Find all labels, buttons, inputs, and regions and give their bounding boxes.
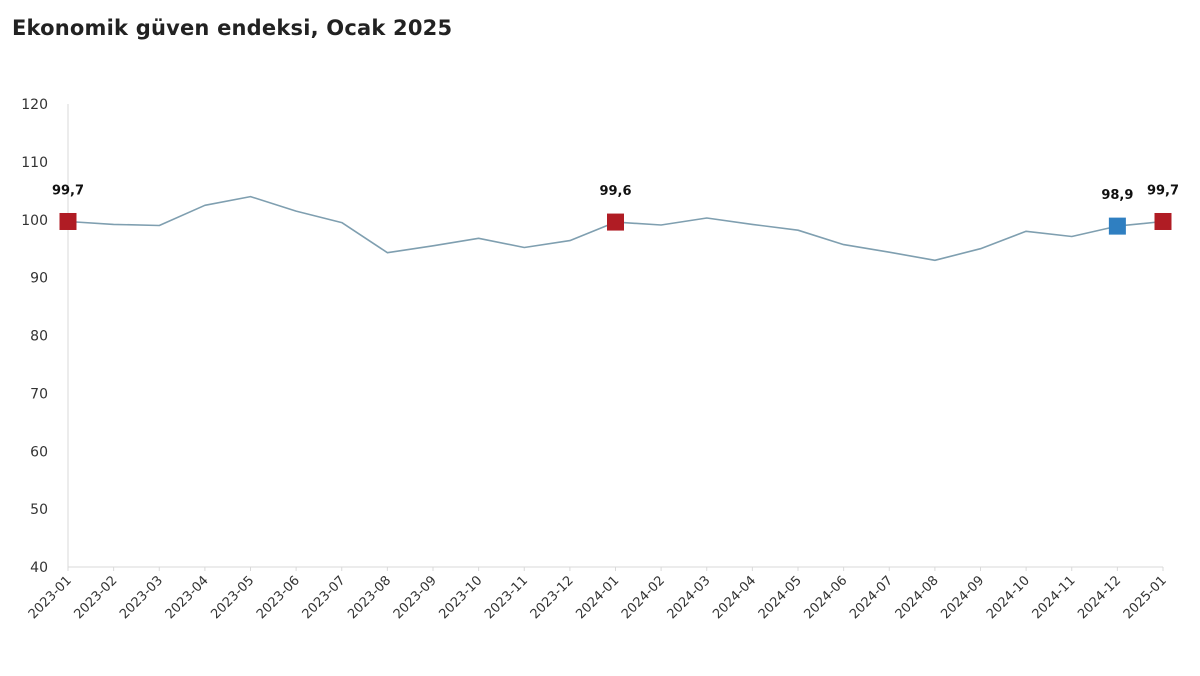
chart-title: Ekonomik güven endeksi, Ocak 2025: [12, 16, 453, 40]
data-point-marker: [607, 213, 624, 231]
x-tick-label: 2023-01: [26, 573, 75, 622]
y-tick-label: 90: [30, 271, 48, 287]
x-tick-label: 2024-11: [1030, 573, 1079, 622]
data-point-marker: [59, 212, 77, 230]
y-tick-label: 100: [21, 213, 48, 229]
data-label: 99,6: [599, 184, 631, 199]
x-tick-label: 2024-01: [573, 573, 622, 622]
x-tick-label: 2023-11: [482, 573, 531, 622]
data-point-marker: [1154, 212, 1172, 230]
data-point-marker: [1108, 217, 1126, 235]
x-tick-label: 2023-03: [117, 573, 166, 622]
x-tick-label: 2024-08: [893, 573, 942, 622]
x-tick-label: 2023-05: [208, 573, 257, 622]
x-tick-label: 2024-12: [1075, 573, 1124, 622]
y-tick-label: 120: [21, 97, 48, 113]
x-tick-label: 2023-02: [71, 573, 120, 622]
x-tick-label: 2024-03: [665, 573, 714, 622]
x-tick-label: 2024-06: [801, 573, 850, 622]
x-tick-label: 2024-04: [710, 573, 759, 622]
data-label: 99,7: [52, 183, 84, 198]
y-tick-label: 40: [30, 560, 48, 576]
x-tick-label: 2023-07: [300, 573, 349, 622]
x-tick-label: 2024-10: [984, 573, 1033, 622]
x-tick-label: 2024-09: [938, 573, 987, 622]
x-tick-label: 2023-08: [345, 573, 394, 622]
x-tick-label: 2023-04: [163, 573, 212, 622]
x-tick-label: 2024-02: [619, 573, 668, 622]
x-tick-label: 2023-12: [528, 573, 577, 622]
y-tick-label: 60: [30, 444, 48, 460]
x-tick-label: 2024-07: [847, 573, 896, 622]
x-tick-label: 2023-10: [436, 573, 485, 622]
x-tick-label: 2025-01: [1121, 573, 1170, 622]
y-tick-label: 50: [30, 502, 48, 518]
y-tick-label: 80: [30, 329, 48, 345]
y-tick-label: 110: [21, 155, 48, 171]
x-tick-label: 2023-09: [391, 573, 440, 622]
x-tick-label: 2024-05: [756, 573, 805, 622]
data-label: 98,9: [1101, 188, 1133, 203]
y-tick-label: 70: [30, 386, 48, 402]
x-tick-label: 2023-06: [254, 573, 303, 622]
data-label: 99,7: [1147, 183, 1179, 198]
